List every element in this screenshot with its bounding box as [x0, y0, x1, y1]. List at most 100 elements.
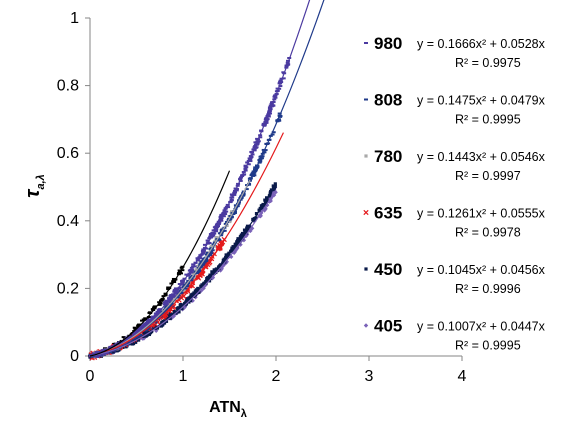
data-point: [230, 194, 235, 197]
data-point: [255, 165, 260, 168]
data-point: [254, 143, 259, 146]
x-axis-title: ATNλ: [209, 399, 247, 420]
data-point: [198, 288, 204, 293]
x-tick-label: 4: [458, 368, 467, 385]
data-point: [243, 169, 248, 172]
data-point: [268, 112, 273, 115]
data-point: [152, 305, 157, 308]
data-point: [241, 173, 246, 176]
data-point: [177, 296, 182, 299]
data-point: [90, 355, 95, 358]
data-point: [187, 269, 192, 272]
trend-equation: y = 0.1475x² + 0.0479x: [417, 94, 546, 108]
data-point: [111, 350, 115, 354]
y-axis-title: τa,λ: [22, 174, 47, 197]
data-point: [133, 331, 138, 334]
data-point: [183, 287, 188, 290]
data-point: [236, 238, 240, 243]
data-point: [91, 352, 96, 355]
data-point: [208, 235, 213, 238]
data-point: [173, 292, 178, 295]
data-point: [221, 215, 226, 218]
y-tick-label: 0.2: [57, 280, 79, 297]
data-point: [201, 263, 206, 266]
legend-label: 450: [374, 260, 402, 279]
data-point: [210, 270, 214, 274]
y-tick-label: 0.6: [57, 145, 79, 162]
data-point: [286, 59, 291, 62]
data-point: [209, 234, 214, 237]
data-point: [281, 77, 286, 80]
data-point: [271, 131, 276, 134]
data-point: [212, 271, 216, 275]
data-point: [108, 351, 113, 354]
data-point: [255, 141, 260, 144]
data-point: [187, 272, 192, 275]
data-point: [252, 149, 257, 152]
data-point: [258, 160, 263, 163]
data-point: [200, 283, 204, 287]
data-point: [176, 306, 180, 310]
data-point: [245, 161, 250, 164]
trendline-extra: [89, 170, 231, 357]
data-point: [148, 321, 153, 324]
data-point: [248, 160, 253, 163]
data-point: [140, 319, 145, 322]
data-point: [236, 237, 240, 241]
legend-label: 405: [374, 317, 402, 336]
data-point: [250, 153, 255, 156]
data-point: [144, 329, 148, 334]
data-point: [225, 223, 229, 227]
data-point: [270, 101, 275, 104]
data-point: [157, 303, 162, 306]
data-point: [152, 306, 157, 309]
data-point: [271, 184, 275, 188]
data-point: [121, 336, 126, 339]
data-point: [253, 141, 258, 144]
data-point: [259, 129, 264, 132]
data-point: [262, 151, 267, 154]
data-point: [256, 140, 261, 143]
data-point: [155, 326, 160, 330]
data-point: [131, 342, 136, 346]
data-point: [214, 236, 218, 240]
data-point: [123, 339, 128, 342]
data-point: [134, 340, 138, 344]
data-point: [168, 316, 172, 321]
data-point: [108, 345, 113, 348]
data-point: [164, 299, 169, 302]
data-point: [95, 355, 100, 358]
data-point: [134, 336, 139, 339]
data-point: [252, 218, 257, 222]
data-point: [177, 269, 182, 272]
data-point: [97, 350, 102, 353]
data-point: [168, 298, 173, 301]
data-point: [253, 146, 258, 149]
data-point: [146, 315, 151, 318]
data-point: [253, 166, 258, 169]
data-point: [179, 291, 184, 294]
data-point: [228, 200, 233, 203]
data-point: [146, 320, 151, 323]
data-point: [189, 283, 196, 289]
data-point: [210, 244, 214, 248]
y-tick-label: 0.4: [57, 213, 79, 230]
trendline-group: [89, 0, 325, 357]
data-point: [218, 215, 223, 218]
data-point: [162, 311, 167, 314]
data-point: [263, 200, 268, 204]
data-point: [254, 212, 259, 216]
data-point: [268, 106, 273, 109]
trend-equation: y = 0.1443x² + 0.0546x: [417, 150, 546, 164]
data-point: [214, 230, 219, 233]
y-tick-label: 0.8: [57, 78, 79, 95]
data-point: [180, 269, 185, 272]
data-point: [153, 319, 158, 322]
legend-entry-405: 405 y = 0.1007x² + 0.0447x R² = 0.9995: [363, 317, 546, 353]
x-tick-label: 0: [86, 368, 95, 385]
trend-equation: y = 0.1261x² + 0.0555x: [417, 207, 546, 221]
data-point: [233, 242, 237, 246]
data-point: [185, 285, 190, 288]
data-point: [132, 337, 137, 340]
